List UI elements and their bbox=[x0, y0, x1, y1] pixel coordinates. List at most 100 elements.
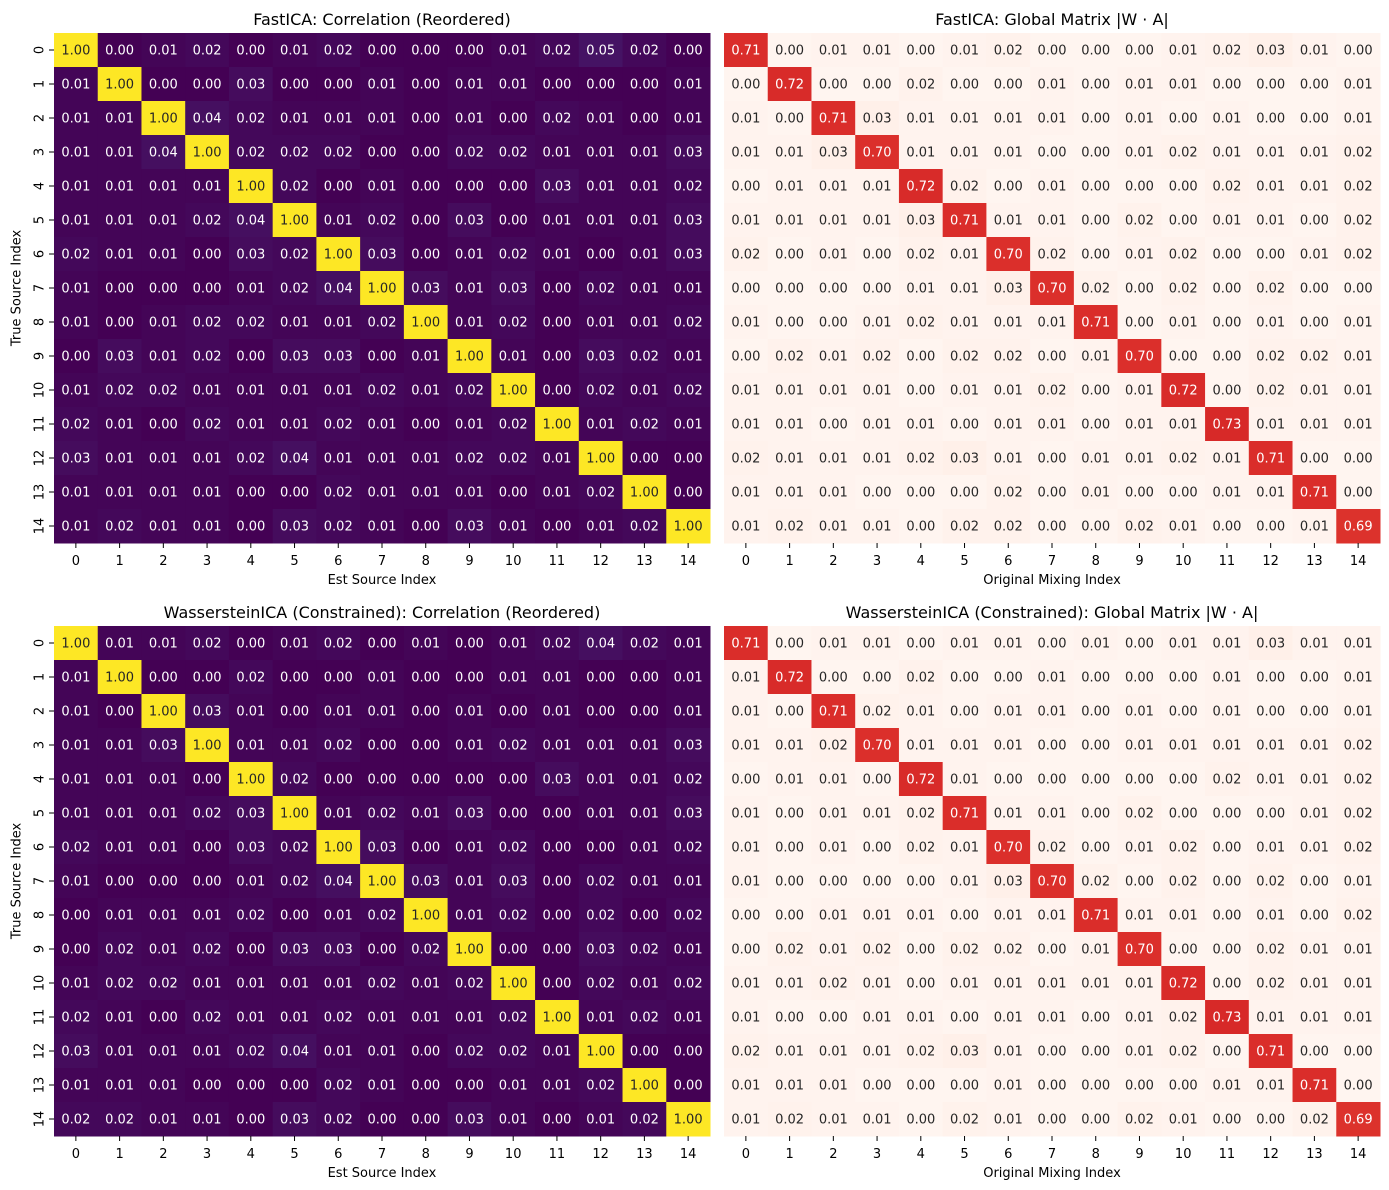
heatmap-cell bbox=[491, 67, 536, 102]
cell-value-label: 1.00 bbox=[280, 807, 309, 822]
cell-value-label: 0.01 bbox=[775, 180, 804, 195]
heatmap-cell bbox=[578, 1034, 624, 1069]
heatmap-cell bbox=[1161, 271, 1206, 306]
heatmap-cell bbox=[666, 67, 711, 102]
cell-value-label: 0.00 bbox=[411, 248, 440, 263]
heatmap-cell bbox=[403, 339, 449, 374]
cell-value-label: 0.01 bbox=[1300, 384, 1329, 399]
cell-value-label: 0.01 bbox=[1256, 909, 1285, 924]
heatmap-cell bbox=[986, 509, 1031, 544]
cell-value-label: 0.00 bbox=[863, 78, 892, 93]
heatmap-cell bbox=[535, 1000, 580, 1035]
heatmap-cell bbox=[1292, 509, 1337, 544]
cell-value-label: 0.71 bbox=[731, 44, 760, 59]
cell-value-label: 0.01 bbox=[775, 214, 804, 229]
heatmap-cell bbox=[898, 339, 944, 374]
heatmap-cell bbox=[1161, 169, 1206, 204]
cell-value-label: 0.00 bbox=[236, 486, 265, 501]
x-tick-label: 0 bbox=[72, 554, 80, 569]
heatmap-cell bbox=[447, 728, 492, 763]
cell-value-label: 0.01 bbox=[499, 1079, 528, 1094]
heatmap-cell bbox=[316, 407, 361, 442]
heatmap-cell bbox=[535, 373, 580, 408]
cell-value-label: 0.01 bbox=[731, 705, 760, 720]
cell-value-label: 0.02 bbox=[586, 384, 615, 399]
cell-value-label: 0.00 bbox=[324, 773, 353, 788]
cell-value-label: 0.01 bbox=[411, 977, 440, 992]
cell-value-label: 0.01 bbox=[193, 384, 222, 399]
heatmap-cell bbox=[986, 898, 1031, 933]
cell-value-label: 0.00 bbox=[906, 875, 935, 890]
cell-value-label: 0.01 bbox=[775, 486, 804, 501]
cell-value-label: 0.01 bbox=[324, 316, 353, 331]
cell-value-label: 0.00 bbox=[775, 909, 804, 924]
heatmap-cell bbox=[228, 1068, 274, 1103]
heatmap-cell bbox=[491, 33, 536, 68]
cell-value-label: 0.02 bbox=[819, 977, 848, 992]
cell-value-label: 0.00 bbox=[368, 943, 397, 958]
cell-value-label: 1.00 bbox=[674, 1113, 703, 1128]
heatmap-cell bbox=[141, 1102, 186, 1137]
heatmap-cell bbox=[447, 796, 492, 831]
cell-value-label: 0.70 bbox=[994, 841, 1023, 856]
cell-value-label: 0.01 bbox=[674, 350, 703, 365]
heatmap-cell bbox=[491, 475, 536, 510]
cell-value-label: 0.00 bbox=[1256, 520, 1285, 535]
heatmap-cell bbox=[1117, 966, 1162, 1001]
heatmap-cell bbox=[491, 1102, 536, 1137]
heatmap-cell bbox=[1030, 864, 1075, 899]
cell-value-label: 0.01 bbox=[542, 739, 571, 754]
heatmap-cell bbox=[1117, 407, 1162, 442]
heatmap-cell bbox=[403, 932, 449, 967]
x-tick-label: 1 bbox=[785, 554, 793, 569]
heatmap-cell bbox=[1161, 796, 1206, 831]
heatmap-cell bbox=[724, 932, 769, 967]
heatmap-cell bbox=[185, 135, 230, 170]
cell-value-label: 0.01 bbox=[994, 977, 1023, 992]
y-tick-label: 2 bbox=[33, 707, 48, 715]
heatmap-cell bbox=[316, 762, 361, 797]
cell-value-label: 0.01 bbox=[906, 705, 935, 720]
x-tick-label: 7 bbox=[378, 554, 386, 569]
cell-value-label: 0.03 bbox=[236, 248, 265, 263]
heatmap-cell bbox=[316, 728, 361, 763]
cell-value-label: 0.00 bbox=[863, 671, 892, 686]
heatmap-cell bbox=[986, 694, 1031, 729]
cell-value-label: 0.01 bbox=[61, 214, 90, 229]
heatmap-cell bbox=[724, 1034, 769, 1069]
cell-value-label: 0.01 bbox=[1344, 418, 1373, 433]
heatmap-cell bbox=[54, 1034, 99, 1069]
heatmap-cell bbox=[403, 728, 449, 763]
heatmap-cell bbox=[622, 1102, 667, 1137]
heatmap-cell bbox=[491, 830, 536, 865]
y-tick-label: 4 bbox=[33, 182, 48, 190]
cell-value-label: 0.02 bbox=[236, 909, 265, 924]
heatmap-cell bbox=[767, 762, 812, 797]
heatmap-cell bbox=[535, 475, 580, 510]
cell-value-label: 0.01 bbox=[906, 146, 935, 161]
heatmap-cell bbox=[447, 67, 492, 102]
cell-value-label: 0.04 bbox=[280, 1045, 309, 1060]
heatmap-cell bbox=[185, 237, 230, 272]
heatmap-cell bbox=[185, 441, 230, 476]
cell-value-label: 0.01 bbox=[368, 1045, 397, 1060]
heatmap-cell bbox=[1248, 762, 1294, 797]
cell-value-label: 0.00 bbox=[1081, 78, 1110, 93]
cell-value-label: 0.03 bbox=[193, 705, 222, 720]
cell-value-label: 0.00 bbox=[863, 282, 892, 297]
x-tick-label: 8 bbox=[422, 554, 430, 569]
chart-title: WassersteinICA (Constrained): Correlatio… bbox=[164, 603, 601, 622]
heatmap-cell bbox=[1292, 728, 1337, 763]
heatmap-cell bbox=[1161, 339, 1206, 374]
cell-value-label: 0.01 bbox=[1212, 452, 1241, 467]
cell-value-label: 0.00 bbox=[731, 180, 760, 195]
heatmap-cell bbox=[272, 1102, 317, 1137]
cell-value-label: 0.02 bbox=[863, 350, 892, 365]
heatmap-cell bbox=[767, 67, 812, 102]
cell-value-label: 0.02 bbox=[455, 977, 484, 992]
cell-value-label: 0.01 bbox=[1038, 78, 1067, 93]
cell-value-label: 0.02 bbox=[193, 807, 222, 822]
heatmap-cell bbox=[54, 135, 99, 170]
cell-value-label: 0.01 bbox=[674, 943, 703, 958]
cell-value-label: 0.00 bbox=[1256, 248, 1285, 263]
